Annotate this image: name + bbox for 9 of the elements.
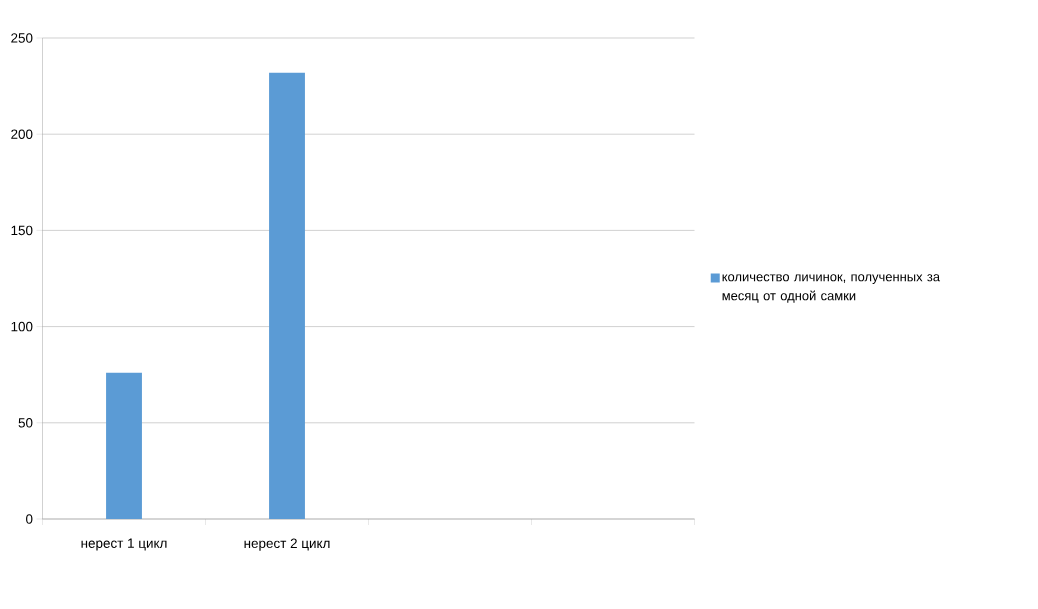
y-tick-label: 200	[11, 129, 33, 139]
y-tick-label: 150	[11, 225, 33, 236]
x-tick-label: нерест 1 цикл	[81, 538, 167, 551]
y-tick-label: 250	[11, 33, 33, 43]
y-tick-label: 0	[26, 514, 33, 524]
x-tick-label: нерест 2 цикл	[244, 538, 330, 551]
y-tick-label: 100	[11, 321, 33, 332]
legend-label: количество личинок, полученных за месяц от одной самки	[722, 274, 941, 303]
y-tick-label: 50	[18, 418, 33, 428]
